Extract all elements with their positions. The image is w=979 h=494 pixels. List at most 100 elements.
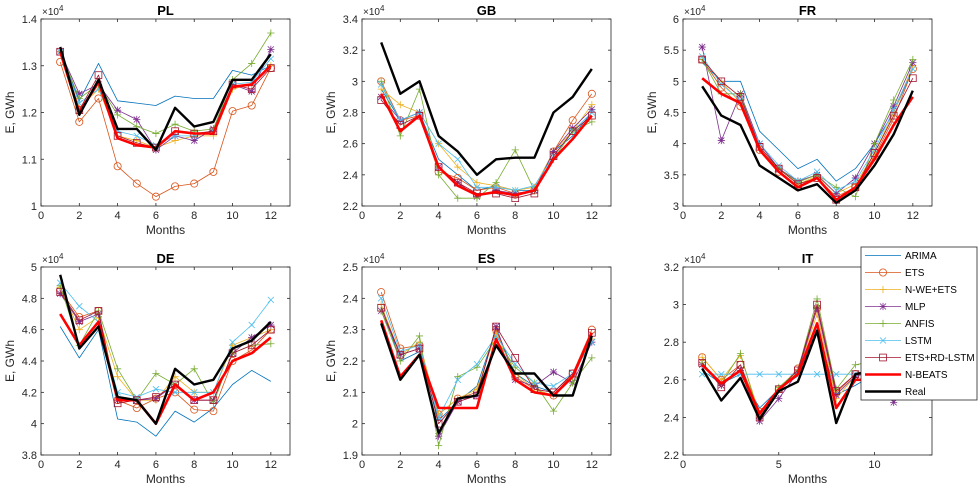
series-ets-rd-lstm-point [396,350,405,359]
y-tick-label: 6 [673,14,679,26]
y-tick-label: 2 [352,419,358,431]
series-n-we-ets-point [114,373,122,381]
series-lstm-point [550,382,557,390]
chart-title: FR [799,3,817,18]
series-mlp-point [75,318,83,326]
series-n-we-ets-point [415,338,424,346]
series-n-we-ets-point [473,179,481,187]
x-axis-label: Months [467,223,506,237]
axis-exponent: ×104 [684,4,706,18]
y-tick-label: 2.3 [343,325,358,337]
series-mlp-point [775,395,783,403]
series-mlp-point [588,105,596,113]
chart-title: ES [478,251,496,266]
series-lstm-point [267,296,275,304]
series-anfis-point [851,361,859,369]
y-axis-label: E, GWh [3,340,17,382]
y-tick-label: 4.8 [22,293,37,305]
series-anfis-point [909,55,917,64]
series-group [377,41,596,203]
x-tick-label: 12 [907,210,919,222]
y-tick-label: 3 [673,300,679,312]
series-lstm-point [718,370,725,378]
x-tick-label: 4 [757,210,763,222]
series-anfis-point [832,183,840,191]
x-tick-label: 4 [115,459,121,471]
chart-es: 0 2 4 6 8 10 12 1.9 2 2.1 2.2 2.3 2.4 2.5 ×104 ES Months… [324,251,612,486]
y-tick-label: 1.2 [22,108,37,120]
chart-gb: 0 2 4 6 8 10 12 2.2 2.4 2.6 2.8 3 3.2 3.4 ×104 GB Months… [324,3,612,237]
series-group [377,288,596,450]
y-tick-label: 3 [673,201,679,213]
y-tick-label: 3.2 [664,262,679,274]
legend-marker [879,285,887,294]
plot-area [362,19,611,206]
x-tick-label: 2 [397,459,403,471]
axis-exponent: ×104 [42,252,64,266]
series-ets-rd-lstm [377,303,596,428]
series-arima [59,51,271,106]
x-tick-label: 12 [586,210,598,222]
legend-label: N-WE+ETS [905,285,957,296]
y-tick-label: 4 [31,419,37,431]
series-ets-rd-lstm-point [94,307,103,315]
series-mlp-point [114,106,122,114]
series-anfis-point [190,365,198,373]
series-anfis-point [377,77,385,85]
series-anfis-point [248,59,256,68]
x-tick-label: 4 [115,210,121,222]
series-ets-rd-lstm-point [813,174,821,182]
x-tick-label: 6 [795,210,801,222]
x-tick-label: 0 [359,459,365,471]
x-tick-label: 8 [191,459,197,471]
series-lstm-point [229,338,236,346]
plot-area [41,267,290,455]
series-mlp-point [832,189,840,198]
series-mlp-point [267,321,275,329]
x-tick-label: 10 [547,459,559,471]
legend-item-anfis: ANFIS [865,319,935,330]
series-lstm-point [248,321,255,329]
legend-label: ETS+RD-LSTM [905,353,975,364]
legend-marker [879,319,887,328]
series-lstm-point [76,302,83,310]
series-n-beats [59,313,272,425]
series-anfis-point [396,357,404,365]
chart-title: IT [802,251,814,266]
series-ets-rd-lstm-point [247,341,256,350]
chart-pl: 0 2 4 6 8 10 12 1 1.1 1.2 1.3 1.4 ×104 PL Months E, GWh [3,3,291,237]
y-tick-label: 3 [352,76,358,88]
series-ets-point [132,403,141,412]
series-mlp-point [75,90,83,98]
y-tick-label: 2.4 [664,412,679,424]
series-anfis-point [549,407,558,415]
series-mlp-point [56,290,64,298]
series-real-line [380,41,593,176]
legend-marker [879,353,887,362]
series-anfis-point [851,193,859,201]
series-lstm-point [133,132,141,140]
series-anfis-point [473,363,481,371]
series-lstm-point [511,360,519,368]
legend-item-real: Real [865,387,926,398]
series-ets-point [190,405,199,414]
series-anfis-point [114,111,122,119]
x-tick-label: 8 [512,210,518,222]
legend: ARIMA ETS N-WE+ETS MLP ANFIS LSTM ETS+RD-LSTM N… [860,246,978,401]
y-tick-label: 2.5 [343,262,358,274]
y-tick-label: 1 [31,201,37,213]
series-real [701,85,914,205]
series-real-line [701,85,914,205]
y-tick-label: 2.2 [664,450,679,462]
series-ets-point [113,162,122,171]
series-ets-rd-lstm-point [736,93,745,101]
series-real-line [59,274,272,425]
y-tick-label: 4.6 [22,325,37,337]
series-anfis-point [870,140,879,148]
series-ets-point [209,407,218,416]
series-lstm-point [832,187,840,194]
x-tick-label: 10 [547,210,559,222]
series-n-beats-line [380,93,593,197]
legend-label: ETS [905,268,925,279]
series-ets-point [377,288,386,297]
